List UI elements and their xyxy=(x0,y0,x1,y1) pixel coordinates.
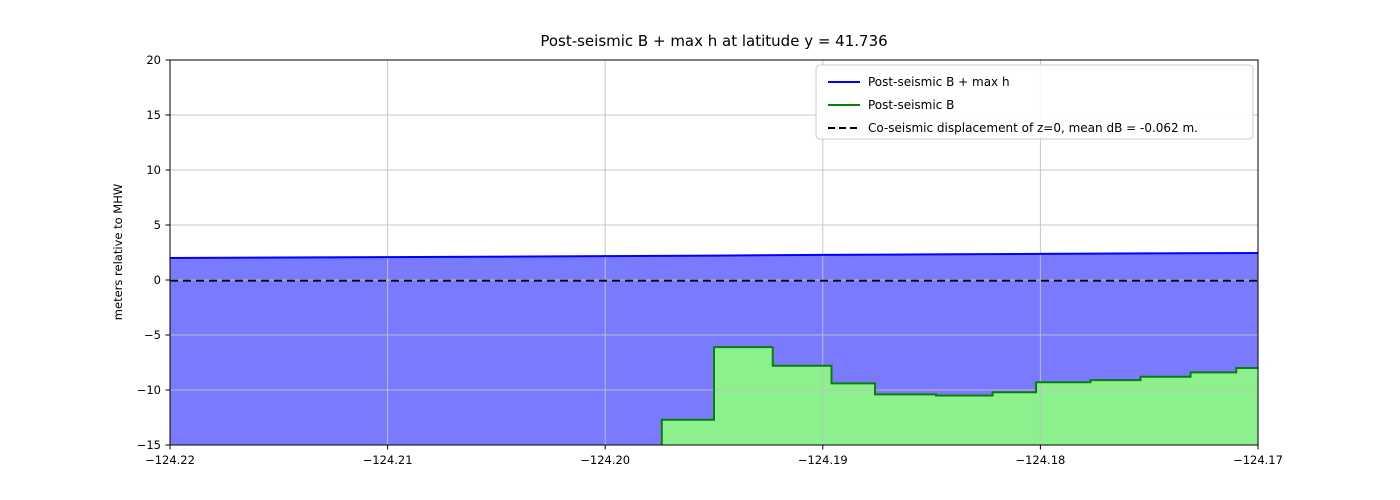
x-tick-label: −124.19 xyxy=(798,453,848,467)
y-tick-label: −15 xyxy=(137,438,161,452)
y-tick-label: 10 xyxy=(146,163,161,177)
x-tick-label: −124.20 xyxy=(580,453,630,467)
post-seismic-b-max-h-line xyxy=(169,252,1259,259)
y-tick-label: −10 xyxy=(137,383,161,397)
y-tick-label: 15 xyxy=(146,108,161,122)
series-layer xyxy=(169,252,1259,445)
post-seismic-b-line xyxy=(660,346,1258,445)
legend-entry-label: Post-seismic B + max h xyxy=(868,75,1010,89)
legend-entry-label: Post-seismic B xyxy=(868,98,954,112)
legend-entry-label: Co-seismic displacement of z=0, mean dB … xyxy=(868,121,1198,135)
y-tick-label: 20 xyxy=(146,53,161,67)
y-tick-label: 5 xyxy=(154,218,161,232)
axes-box xyxy=(169,59,1259,446)
legend-box xyxy=(815,64,1254,140)
x-tick-label: −124.18 xyxy=(1015,453,1065,467)
y-tick-label: −5 xyxy=(144,328,161,342)
y-axis-label: meters relative to MHW xyxy=(111,184,125,320)
tick-labels-layer: −124.22 −124.21 −124.20 −124.19 −124.18 −124.… xyxy=(137,53,1283,467)
legend: Post-seismic B + max h Post-seismic B Co-s… xyxy=(815,64,1254,140)
axes-layer xyxy=(165,59,1259,450)
x-tick-label: −124.17 xyxy=(1233,453,1283,467)
x-tick-label: −124.22 xyxy=(145,453,195,467)
y-tick-label: 0 xyxy=(154,273,161,287)
x-tick-label: −124.21 xyxy=(363,453,413,467)
chart-title: Post-seismic B + max h at latitude y = 4… xyxy=(540,32,887,50)
